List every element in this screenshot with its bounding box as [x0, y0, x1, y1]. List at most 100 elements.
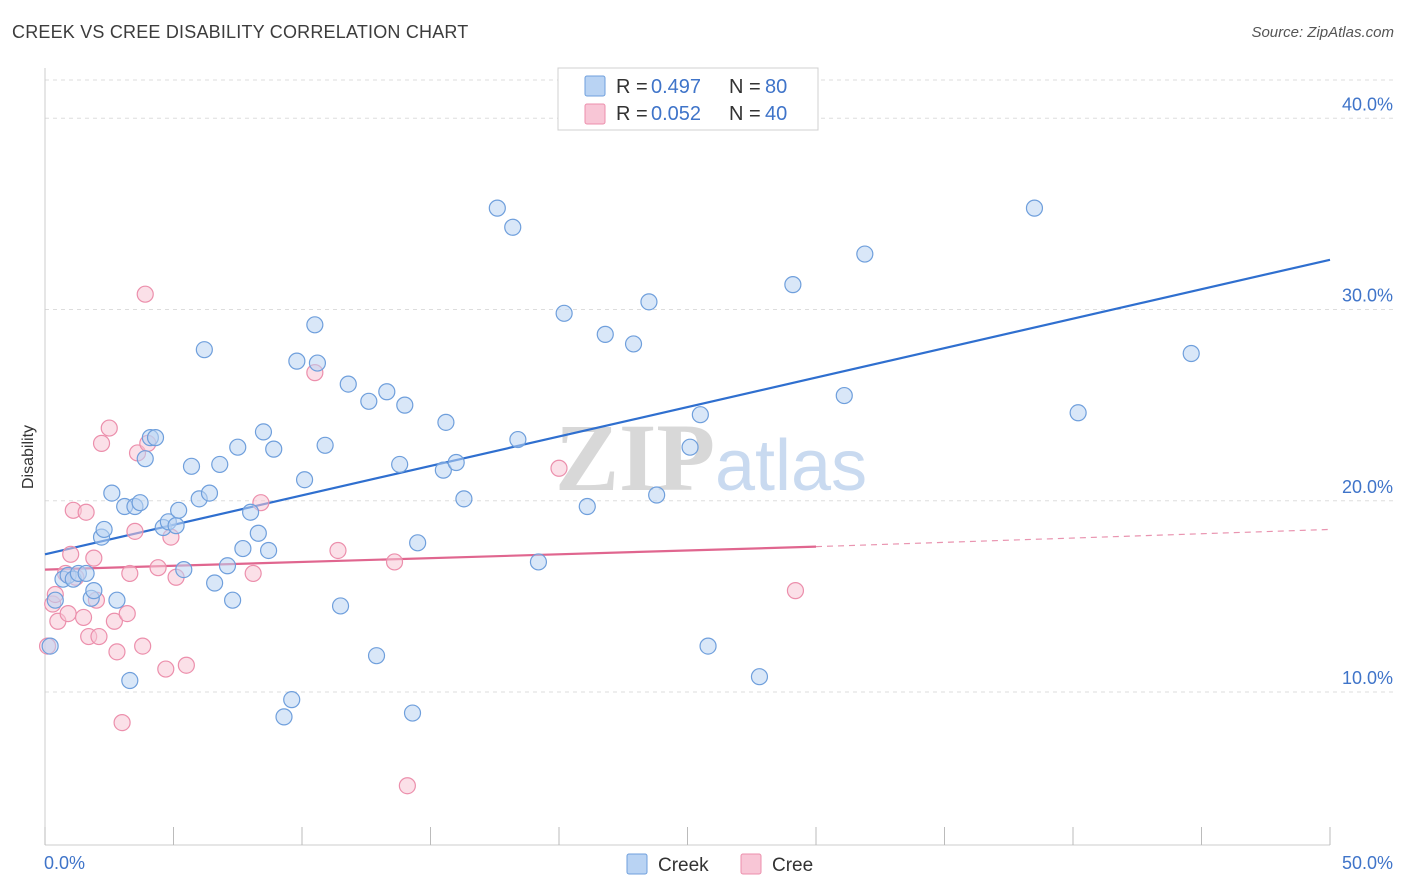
cree-point-11: [85, 549, 103, 567]
cree-point-17: [113, 713, 131, 732]
bottom-legend-label-creek: Creek: [658, 855, 709, 876]
creek-point-35: [242, 503, 260, 521]
creek-point-33: [229, 438, 247, 456]
cree-point-16: [108, 643, 126, 661]
cree-point-30: [244, 564, 262, 583]
legend-swatch-cree: [584, 103, 606, 125]
legend-creek-n-value: 80: [765, 76, 787, 98]
top-legend: R = 0.497 N = 80 R = 0.052 N = 40: [557, 67, 819, 131]
y-tick-label-40: 40.0%: [1342, 94, 1393, 114]
creek-point-78: [1069, 404, 1087, 422]
creek-point-60: [488, 199, 506, 217]
legend-cree-r-label: R =: [616, 103, 648, 125]
cree-trend-line: [44, 545, 817, 571]
creek-point-0: [41, 637, 59, 655]
creek-point-25: [182, 457, 201, 475]
cree-point-23: [136, 285, 154, 303]
creek-point-14: [121, 671, 139, 690]
creek-point-73: [750, 668, 769, 686]
creek-point-64: [555, 304, 573, 322]
legend-creek-r-label: R =: [616, 76, 648, 98]
cree-point-5: [62, 545, 80, 563]
legend-cree-r-value: 0.052: [651, 103, 701, 125]
cree-point-36: [550, 459, 568, 477]
creek-point-70: [681, 438, 699, 456]
cree-point-19: [121, 564, 139, 583]
creek-point-77: [1025, 199, 1044, 217]
creek-point-19: [146, 429, 165, 447]
creek-point-66: [596, 325, 614, 343]
y-tick-label-30: 30.0%: [1342, 286, 1393, 306]
creek-point-69: [648, 486, 666, 504]
creek-point-56: [434, 461, 452, 479]
chart-source: Source: ZipAtlas.com: [1251, 24, 1394, 41]
creek-point-52: [391, 455, 409, 474]
cree-point-9: [77, 503, 95, 521]
watermark-atlas: atlas: [715, 426, 867, 506]
legend-swatch-creek: [584, 75, 606, 97]
cree-point-25: [149, 559, 167, 577]
creek-point-54: [403, 704, 422, 722]
cree-point-20: [126, 522, 144, 540]
creek-point-36: [249, 524, 267, 542]
creek-point-10: [95, 520, 113, 539]
creek-point-1: [46, 591, 64, 609]
creek-point-62: [509, 430, 527, 449]
legend-cree-n-label: N =: [729, 103, 761, 125]
creek-point-59: [455, 490, 473, 508]
creek-point-67: [624, 335, 643, 353]
creek-point-11: [103, 484, 121, 502]
cree-point-35: [398, 777, 416, 795]
creek-point-37: [254, 423, 273, 441]
creek-point-44: [306, 316, 324, 334]
creek-point-65: [578, 497, 596, 516]
creek-point-45: [308, 354, 327, 372]
creek-point-34: [234, 539, 252, 558]
creek-point-63: [529, 553, 548, 571]
y-tick-label-20: 20.0%: [1342, 477, 1393, 497]
cree-point-22: [134, 637, 152, 655]
creek-point-57: [437, 413, 455, 431]
axes: [44, 68, 1331, 846]
legend-creek-n-label: N =: [729, 76, 761, 98]
creek-point-46: [316, 436, 334, 454]
creek-point-29: [206, 574, 224, 592]
creek-point-41: [283, 691, 301, 709]
gridlines: 10.0% 20.0% 30.0% 40.0%: [45, 79, 1393, 693]
creek-points: [41, 199, 1200, 726]
cree-point-14: [100, 419, 118, 437]
creek-point-28: [200, 484, 219, 502]
creek-point-53: [396, 396, 414, 414]
creek-point-49: [360, 392, 378, 410]
cree-point-33: [329, 541, 347, 560]
creek-point-30: [211, 455, 229, 474]
cree-point-13: [92, 434, 111, 452]
cree-point-26: [157, 660, 175, 678]
creek-point-27: [195, 341, 213, 359]
creek-point-16: [131, 494, 149, 512]
creek-point-55: [409, 534, 427, 552]
creek-point-61: [504, 218, 522, 236]
creek-point-48: [339, 375, 357, 393]
x-tick-label-min: 0.0%: [44, 853, 85, 873]
x-tick-label-max: 50.0%: [1342, 853, 1393, 873]
creek-point-51: [378, 383, 396, 401]
cree-point-37: [786, 582, 805, 600]
creek-point-74: [784, 276, 802, 294]
creek-point-72: [699, 637, 717, 655]
creek-point-31: [218, 557, 237, 575]
creek-point-38: [259, 541, 278, 560]
creek-point-24: [175, 560, 193, 579]
bottom-legend-swatch-cree: [740, 853, 762, 875]
creek-point-6: [77, 564, 95, 583]
bottom-legend-swatch-creek: [626, 853, 648, 875]
creek-point-40: [275, 708, 293, 726]
creek-point-68: [640, 293, 658, 311]
creek-point-79: [1182, 344, 1200, 363]
chart-title: CREEK VS CREE DISABILITY CORRELATION CHA…: [12, 22, 469, 42]
cree-point-18: [118, 604, 136, 623]
creek-point-17: [136, 450, 154, 468]
cree-point-34: [385, 553, 404, 571]
creek-point-75: [835, 386, 853, 405]
